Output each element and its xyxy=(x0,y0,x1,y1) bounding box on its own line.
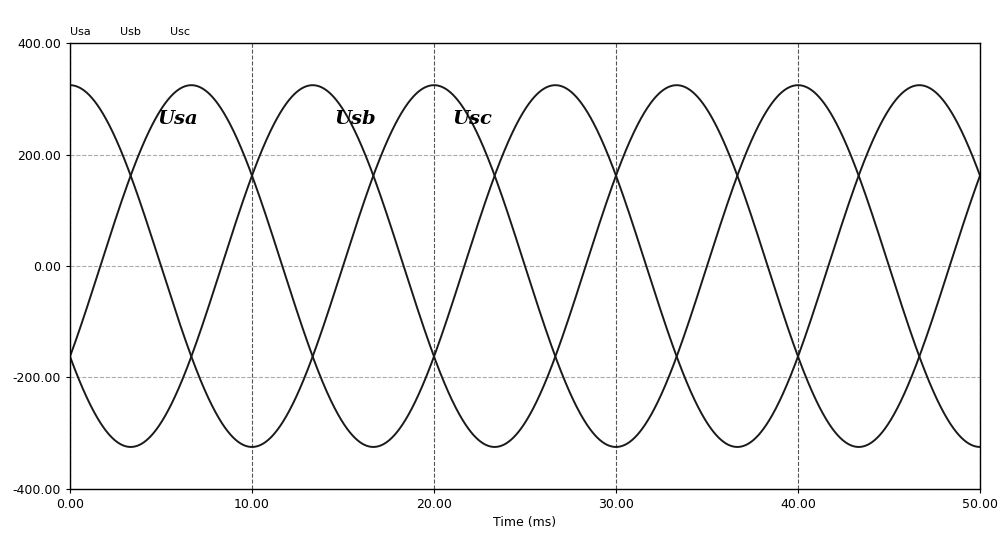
Text: Usc: Usc xyxy=(452,110,492,128)
Text: Usa: Usa xyxy=(70,27,91,37)
Text: Usa: Usa xyxy=(157,110,198,128)
Text: Usc: Usc xyxy=(170,27,190,37)
Text: Usb: Usb xyxy=(334,110,376,128)
X-axis label: Time (ms): Time (ms) xyxy=(493,516,557,529)
Text: Usb: Usb xyxy=(120,27,141,37)
